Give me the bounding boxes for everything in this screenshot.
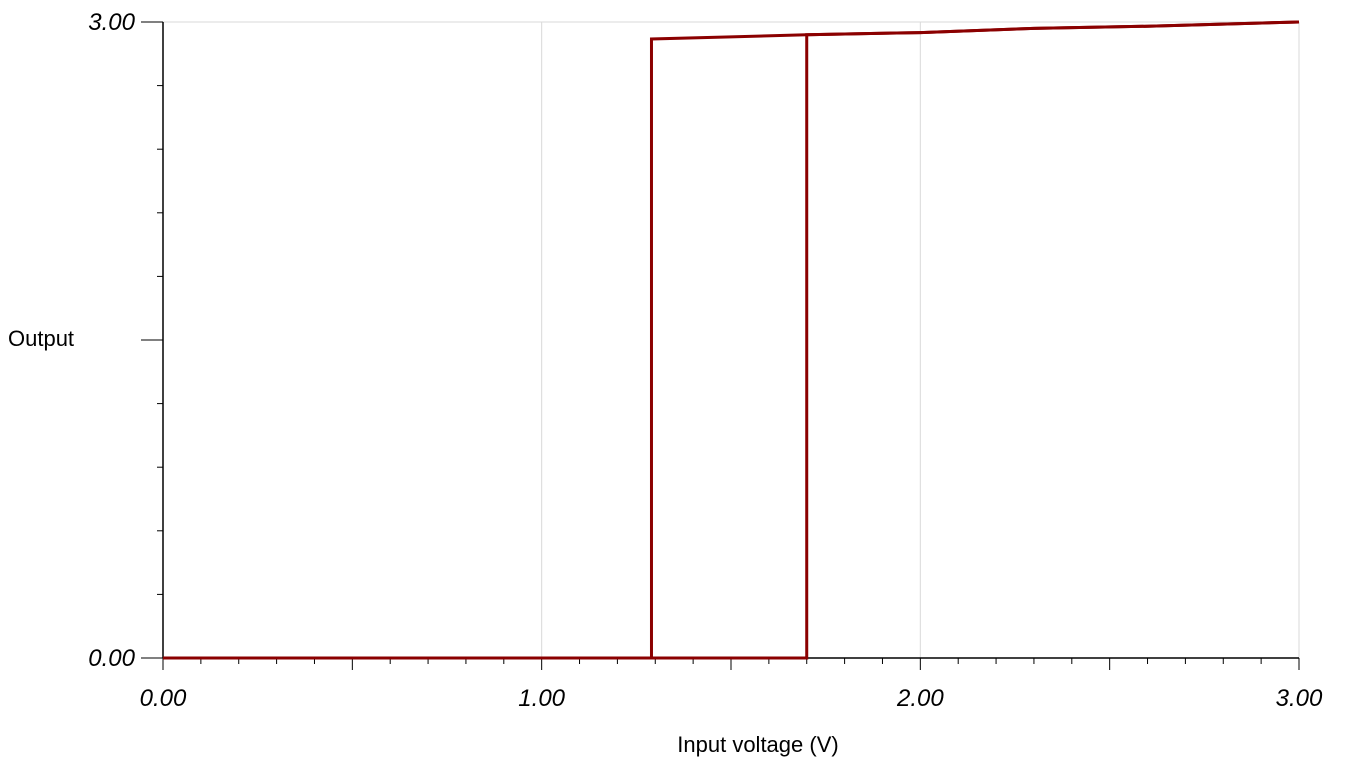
x-tick-label: 2.00 (896, 685, 944, 712)
x-tick-label: 1.00 (518, 685, 565, 712)
y-tick-label: 0.00 (88, 645, 135, 672)
series-layer (163, 20, 1300, 660)
x-axis-title: Input voltage (V) (677, 732, 838, 757)
y-axis-title: Output (8, 326, 74, 351)
x-tick-label: 0.00 (140, 685, 187, 712)
series-line-2 (163, 20, 1300, 660)
grid-layer (163, 21, 1300, 658)
axes-layer (141, 21, 1300, 670)
series-line-1 (163, 20, 1300, 660)
labels-layer: 0.00 1.00 2.00 3.00 0.00 3.00 (88, 9, 1323, 712)
y-tick-label: 3.00 (88, 9, 135, 36)
x-tick-label: 3.00 (1276, 685, 1323, 712)
